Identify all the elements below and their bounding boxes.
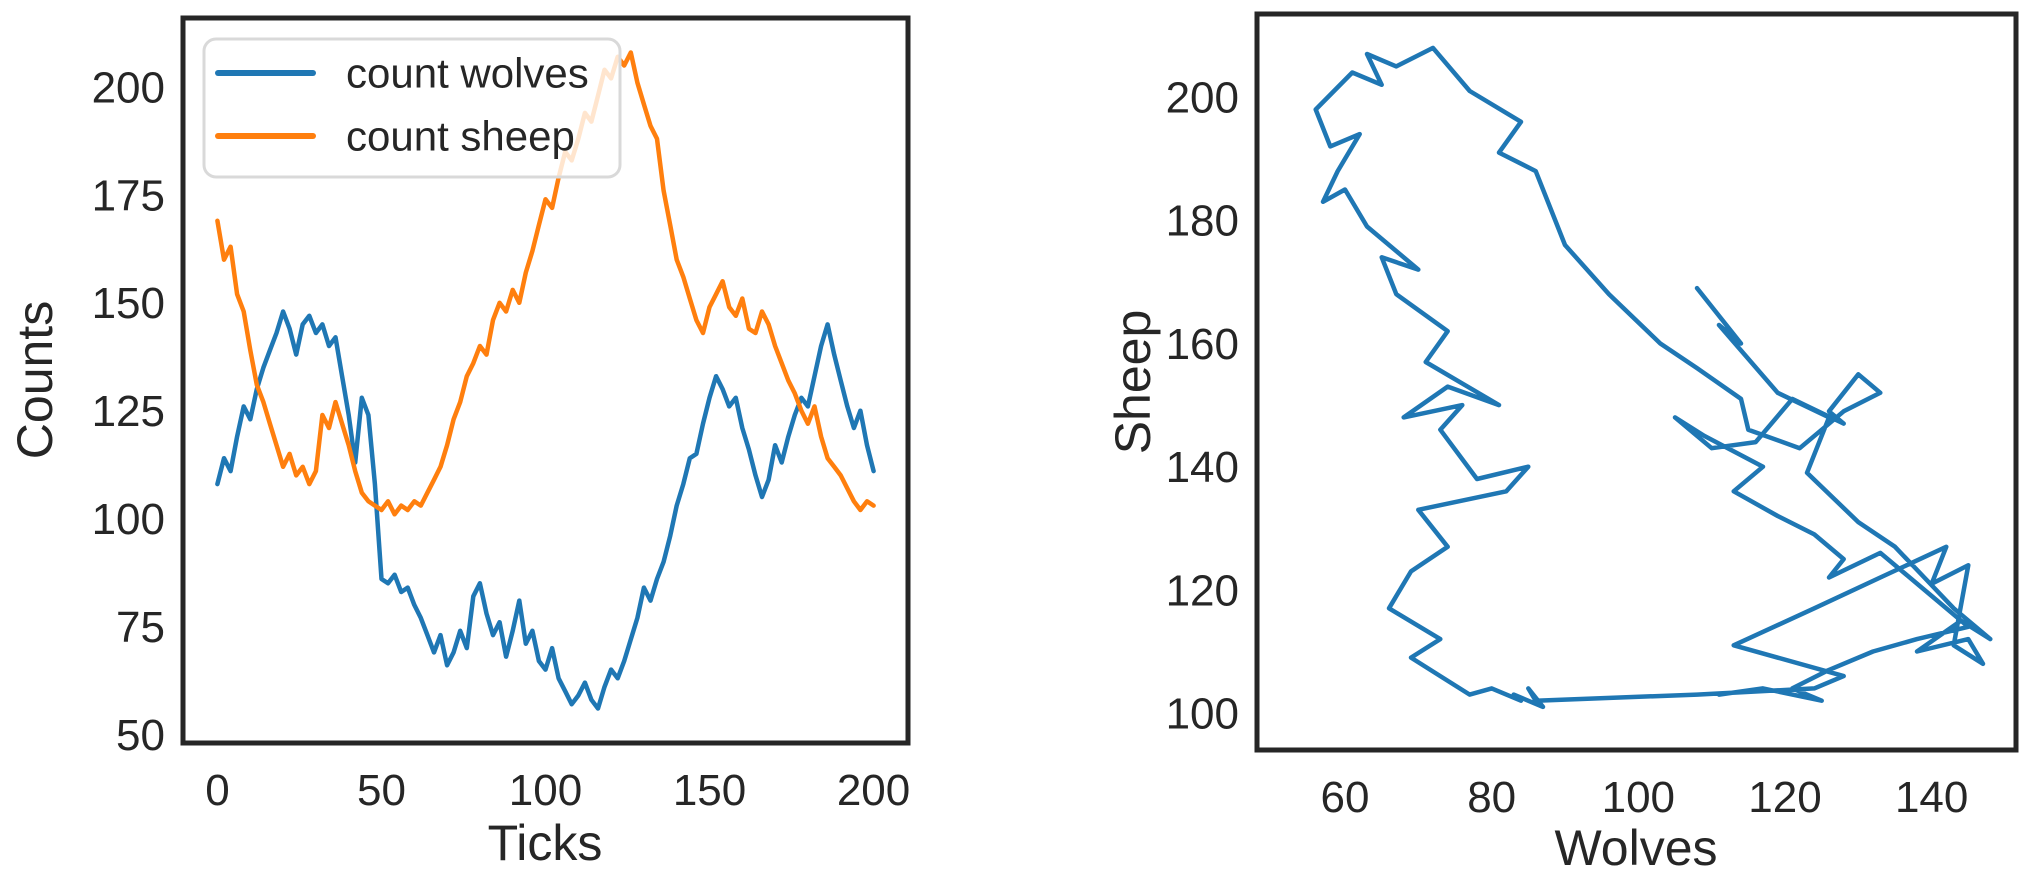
x-tick-label: 100 xyxy=(1602,773,1675,822)
x-axis-label: Ticks xyxy=(488,815,603,871)
y-tick-label: 50 xyxy=(116,711,165,760)
y-axis-label: Sheep xyxy=(1105,310,1161,455)
x-tick-label: 80 xyxy=(1467,773,1516,822)
x-tick-label: 200 xyxy=(837,766,910,815)
x-tick-label: 120 xyxy=(1748,773,1821,822)
x-tick-label: 60 xyxy=(1321,773,1370,822)
x-tick-label: 100 xyxy=(509,766,582,815)
y-tick-label: 180 xyxy=(1166,197,1239,246)
y-tick-label: 125 xyxy=(92,387,165,436)
y-tick-label: 100 xyxy=(92,495,165,544)
plot-border xyxy=(1254,11,2019,753)
series-line-count-sheep xyxy=(215,50,876,517)
x-tick-label: 150 xyxy=(673,766,746,815)
plot-border xyxy=(180,15,911,746)
y-tick-label: 200 xyxy=(92,63,165,112)
population-timeseries-chart: 0 50 100 150 200 50 75 100 125 150 175 200 Ticks Coun… xyxy=(7,15,911,871)
y-axis-label: Counts xyxy=(7,301,63,459)
y-tick-label: 200 xyxy=(1166,74,1239,123)
x-tick-label: 0 xyxy=(205,766,229,815)
series-line-count-wolves xyxy=(215,309,876,711)
x-axis-label: Wolves xyxy=(1554,820,1717,876)
y-tick-label: 100 xyxy=(1166,689,1239,738)
y-tick-label: 150 xyxy=(92,279,165,328)
y-tick-label: 175 xyxy=(92,171,165,220)
legend-label-count-wolves: count wolves xyxy=(346,50,589,97)
phase-plot-chart: 60 80 100 120 140 100 120 140 160 180 200 Wolves She… xyxy=(1105,11,2019,876)
x-tick-label: 140 xyxy=(1895,773,1968,822)
x-tick-label: 50 xyxy=(357,766,406,815)
y-tick-label: 140 xyxy=(1166,443,1239,492)
y-tick-label: 120 xyxy=(1166,566,1239,615)
y-tick-label: 75 xyxy=(116,603,165,652)
legend-label-count-sheep: count sheep xyxy=(346,113,575,160)
series-line-population-trajectory xyxy=(1313,45,1993,710)
y-tick-label: 160 xyxy=(1166,320,1239,369)
